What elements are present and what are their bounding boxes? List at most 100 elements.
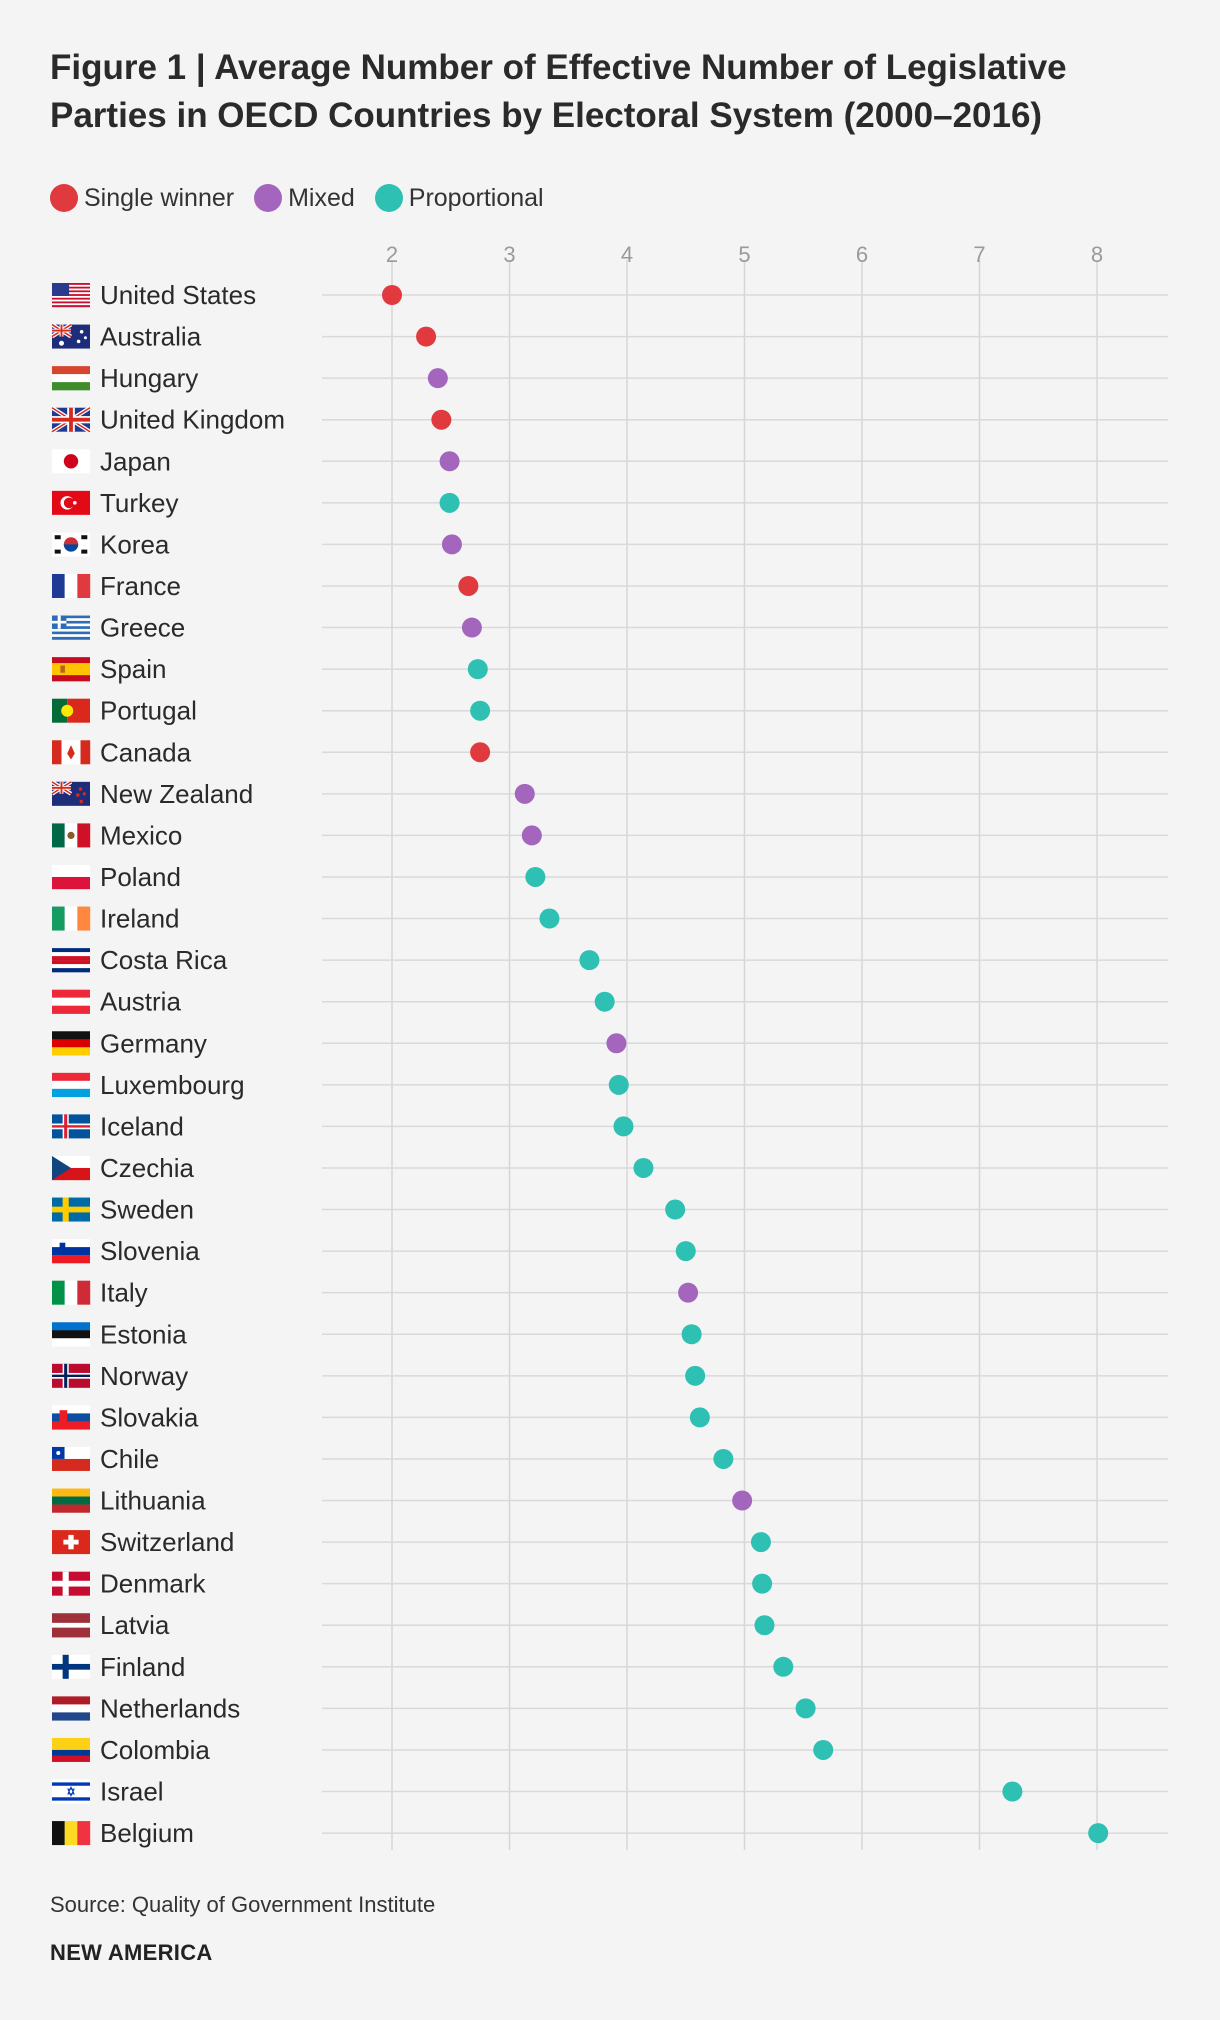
flag-stripe xyxy=(52,1322,90,1331)
flag-star-of-david xyxy=(67,1788,75,1798)
flag-star xyxy=(82,792,86,796)
data-point-mexico xyxy=(521,825,542,846)
data-point-portugal xyxy=(470,700,491,721)
data-point-united-kingdom xyxy=(431,409,452,430)
country-label-canada: Canada xyxy=(100,737,192,767)
flag-stripe xyxy=(52,618,90,622)
country-label-luxembourg: Luxembourg xyxy=(100,1070,245,1100)
country-label-france: France xyxy=(100,571,181,601)
flag-israel-icon xyxy=(52,1779,90,1804)
flag-stripe xyxy=(77,906,91,931)
data-point-colombia xyxy=(813,1739,834,1760)
data-point-finland xyxy=(773,1656,794,1677)
data-point-italy xyxy=(678,1282,699,1303)
legend-item-single-winner: Single winner xyxy=(50,184,234,213)
flag-stripe xyxy=(52,620,90,624)
flag-cross xyxy=(52,1580,90,1587)
flag-stripe xyxy=(52,1632,90,1638)
country-label-iceland: Iceland xyxy=(100,1111,184,1141)
flag-cross xyxy=(52,1125,90,1128)
flag-cross xyxy=(52,417,90,422)
flag-stripe xyxy=(77,1280,91,1305)
flag-stripe xyxy=(52,301,90,304)
flag-stripe xyxy=(52,1696,90,1705)
flag-stripe xyxy=(52,1338,90,1347)
data-point-ireland xyxy=(539,908,560,929)
country-label-australia: Australia xyxy=(100,322,202,352)
country-label-greece: Greece xyxy=(100,613,185,643)
flag-stripe xyxy=(80,740,91,765)
flag-finland-icon xyxy=(52,1654,90,1679)
flag-stripe xyxy=(52,657,90,664)
data-point-luxembourg xyxy=(608,1074,629,1095)
flag-stripe xyxy=(52,1622,90,1628)
x-tick-label-4: 4 xyxy=(621,242,633,267)
flag-japan-icon xyxy=(52,449,90,474)
data-point-greece xyxy=(461,617,482,638)
flag-stripe xyxy=(52,286,90,289)
data-point-germany xyxy=(606,1033,627,1054)
country-label-hungary: Hungary xyxy=(100,363,198,393)
data-point-austria xyxy=(594,991,615,1012)
data-point-canada xyxy=(470,742,491,763)
country-label-switzerland: Switzerland xyxy=(100,1527,234,1557)
flag-stripe xyxy=(64,1821,78,1846)
flag-stripe xyxy=(52,615,90,619)
flag-stripe xyxy=(52,1330,90,1339)
flag-stripe xyxy=(61,740,72,765)
flag-cross xyxy=(52,620,67,624)
data-point-denmark xyxy=(752,1573,773,1594)
flag-stripe xyxy=(64,573,78,598)
legend-label-proportional: Proportional xyxy=(408,183,544,212)
flag-stripe xyxy=(52,628,90,632)
flag-star xyxy=(56,1450,61,1455)
flag-stripe xyxy=(52,964,90,969)
x-tick-label-6: 6 xyxy=(856,242,868,267)
flag-germany-icon xyxy=(52,1031,90,1056)
flag-australia-icon xyxy=(50,322,90,349)
flag-stripe xyxy=(52,1504,90,1513)
x-tick-label-3: 3 xyxy=(503,242,515,267)
flag-stripe xyxy=(52,1458,90,1471)
flag-stripe xyxy=(52,366,90,375)
flag-chile-icon xyxy=(52,1446,90,1471)
flag-stripe xyxy=(52,997,90,1006)
flag-stripe xyxy=(64,906,78,931)
chart-title: Figure 1 | Average Number of Effective N… xyxy=(50,48,1067,135)
flag-korea-icon xyxy=(52,532,90,557)
data-point-poland xyxy=(525,866,546,887)
country-label-mexico: Mexico xyxy=(100,820,182,850)
flag-stripe xyxy=(52,636,90,640)
flag-luxembourg-icon xyxy=(52,1072,90,1098)
flag-stripe xyxy=(52,669,90,676)
flag-stripe xyxy=(52,1488,90,1497)
legend: Single winner Mixed Proportional xyxy=(50,183,564,213)
flag-disc xyxy=(63,454,79,469)
flag-united-kingdom-icon xyxy=(50,406,92,434)
flag-stripe xyxy=(52,906,65,931)
flag-stripe xyxy=(52,952,90,957)
flag-stripe xyxy=(52,374,90,383)
flag-stripe xyxy=(52,1496,90,1505)
flag-star xyxy=(76,793,80,797)
flag-belgium-icon xyxy=(52,1821,91,1846)
country-label-new-zealand: New Zealand xyxy=(100,779,253,809)
flag-trigram xyxy=(54,549,61,554)
country-label-czechia: Czechia xyxy=(100,1153,194,1183)
flag-switzerland-icon xyxy=(52,1530,90,1555)
flag-field xyxy=(52,698,68,723)
data-point-sweden xyxy=(665,1199,686,1220)
flag-costa-rica-icon xyxy=(52,948,90,973)
data-point-belgium xyxy=(1088,1823,1109,1844)
flag-stripe xyxy=(52,1080,90,1090)
country-label-united-states: United States xyxy=(100,280,256,310)
flag-emblem xyxy=(60,665,65,673)
flag-poland-icon xyxy=(52,864,90,890)
flag-ireland-icon xyxy=(52,906,91,931)
country-label-denmark: Denmark xyxy=(100,1569,206,1599)
country-label-turkey: Turkey xyxy=(100,488,179,518)
flag-emblem xyxy=(59,1242,66,1253)
flag-cross xyxy=(52,1374,90,1378)
flag-stripe xyxy=(52,294,90,297)
flag-triangle xyxy=(52,1155,71,1180)
